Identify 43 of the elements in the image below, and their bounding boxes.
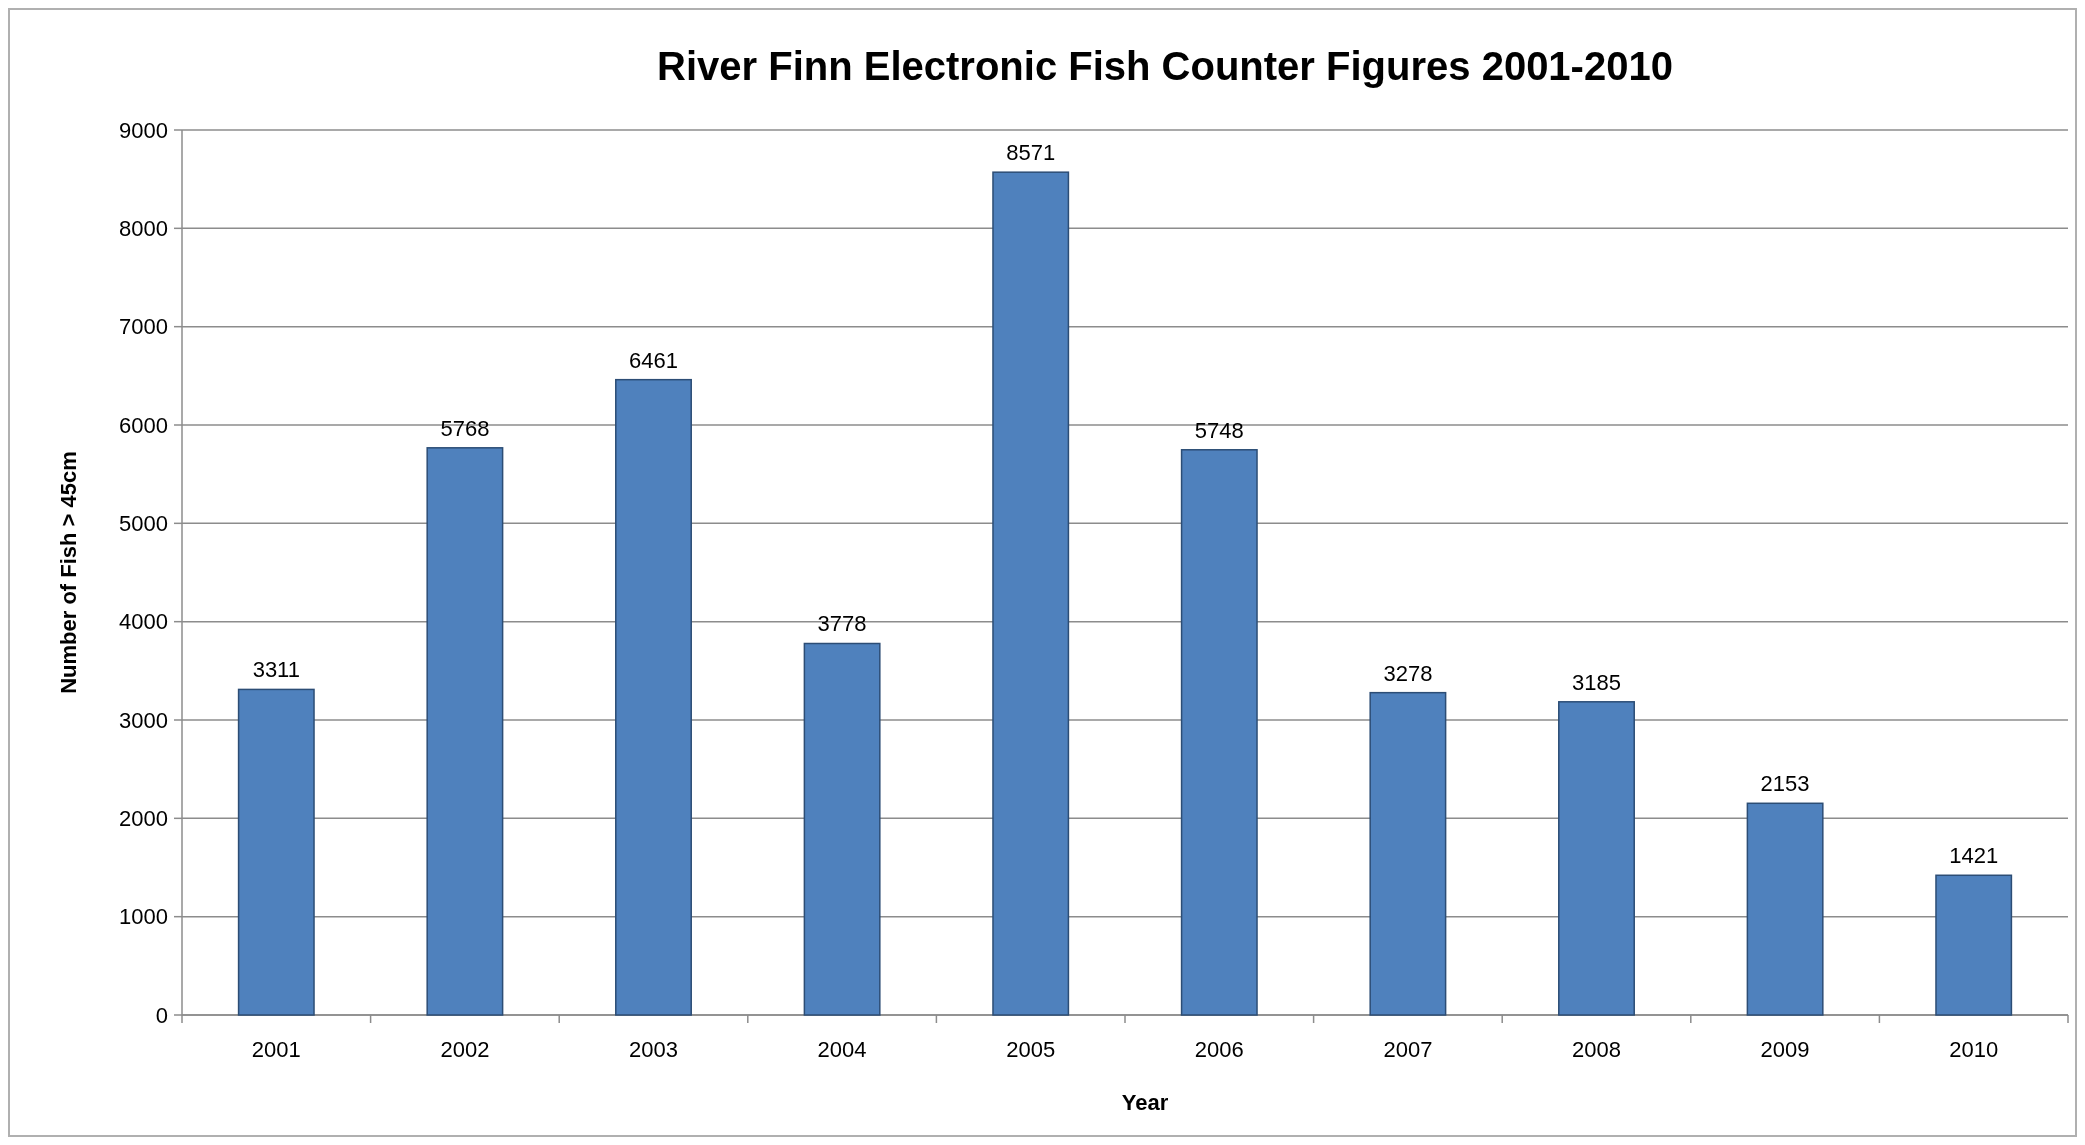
data-label: 1421 <box>1949 843 1999 869</box>
x-tick-label: 2002 <box>440 1037 490 1062</box>
bar <box>1369 691 1447 1016</box>
y-tick-label: 9000 <box>119 117 168 143</box>
x-tick-label: 2001 <box>251 1037 301 1062</box>
x-tick-label: 2007 <box>1383 1037 1433 1062</box>
y-tick-label: 5000 <box>119 511 168 537</box>
x-tick-label: 2003 <box>629 1037 678 1062</box>
data-label: 3311 <box>252 657 300 683</box>
chart-title: River Finn Electronic Fish Counter Figures 2001-2010 <box>657 44 1673 88</box>
bar <box>1180 449 1258 1016</box>
data-label: 3778 <box>817 611 867 637</box>
y-tick-label: 8000 <box>119 216 168 242</box>
x-tick-label: 2009 <box>1760 1037 1810 1062</box>
bar <box>803 642 881 1016</box>
x-tick-label: 2010 <box>1949 1037 1999 1062</box>
data-label: 5748 <box>1194 417 1244 443</box>
y-tick-label: 1000 <box>119 904 168 930</box>
x-tick-label: 2004 <box>817 1037 867 1062</box>
bar <box>1935 874 2013 1016</box>
y-tick-label: 2000 <box>119 806 168 832</box>
data-label: 2153 <box>1760 771 1810 797</box>
bar <box>1746 802 1824 1016</box>
x-tick-label: 2006 <box>1194 1037 1244 1062</box>
y-tick-label: 0 <box>155 1002 168 1028</box>
x-tick-label: 2005 <box>1006 1037 1056 1062</box>
bar <box>992 171 1070 1016</box>
bar <box>426 447 504 1016</box>
bar <box>237 688 315 1016</box>
y-tick-label: 4000 <box>119 609 168 635</box>
data-label: 8571 <box>1006 140 1056 166</box>
data-label: 6461 <box>629 347 678 373</box>
data-label: 3185 <box>1572 669 1621 695</box>
y-axis-title: Number of Fish > 45cm <box>56 451 81 694</box>
y-tick-label: 3000 <box>119 707 168 733</box>
bar <box>615 378 692 1016</box>
x-axis-title: Year <box>1121 1090 1169 1115</box>
y-tick-label: 6000 <box>119 412 168 438</box>
bar <box>1558 701 1635 1016</box>
data-label: 3278 <box>1383 660 1433 686</box>
y-tick-label: 7000 <box>119 314 168 340</box>
x-tick-label: 2008 <box>1572 1037 1621 1062</box>
data-label: 5768 <box>440 415 490 441</box>
